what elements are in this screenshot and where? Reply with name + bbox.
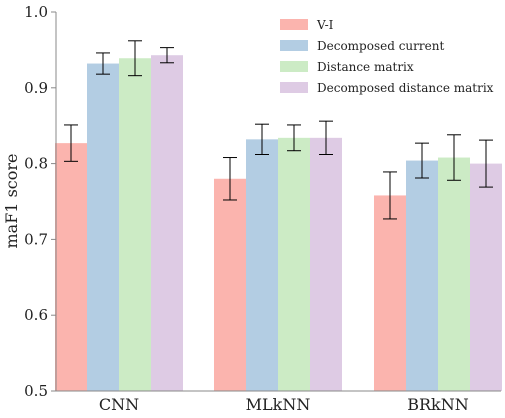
x-labels-layer: CNN MLkNN BRkNN	[99, 395, 469, 414]
bar-2-4	[310, 137, 342, 391]
bar-2-3	[278, 137, 310, 391]
errorbar-3-4	[479, 139, 493, 188]
errorbar-2-1	[223, 157, 237, 201]
errorbar-3-1	[383, 171, 397, 220]
errorbars-layer	[64, 40, 493, 220]
legend-swatch-2	[280, 40, 308, 51]
y-tick-label-5: 0.9	[24, 79, 48, 97]
legend-swatch-4	[280, 82, 308, 93]
x-category-label-3: BRkNN	[407, 395, 469, 414]
legend-swatch-3	[280, 61, 308, 72]
y-tick-label-3: 0.7	[24, 230, 48, 248]
bar-3-3	[438, 157, 470, 391]
y-tick-label-2: 0.6	[24, 306, 48, 324]
y-tick-label-6: 1.0	[24, 3, 48, 21]
y-tick-label-1: 0.5	[24, 382, 48, 400]
errorbar-2-4	[319, 120, 333, 156]
bar-2-2	[246, 139, 278, 391]
legend-label-2: Decomposed current	[317, 39, 444, 53]
legend: V-I Decomposed current Distance matrix Deco…	[280, 18, 494, 95]
legend-label-1: V-I	[316, 18, 334, 32]
legend-swatch-1	[280, 19, 308, 30]
x-category-label-1: CNN	[99, 395, 139, 414]
x-category-label-2: MLkNN	[246, 395, 311, 414]
errorbar-1-3	[128, 40, 142, 77]
errorbar-1-1	[64, 124, 78, 162]
y-ticks-layer: 0.5 0.6 0.7 0.8 0.9 1.0	[24, 3, 56, 400]
bars-layer	[55, 55, 502, 392]
bar-1-2	[87, 63, 119, 391]
errorbar-1-2	[96, 52, 110, 75]
errorbar-2-2	[255, 123, 269, 156]
legend-label-4: Decomposed distance matrix	[317, 81, 494, 95]
bar-3-1	[374, 195, 406, 391]
bar-1-4	[151, 55, 183, 392]
bar-2-1	[214, 178, 246, 391]
bar-3-2	[406, 160, 438, 391]
bar-1-1	[55, 143, 87, 391]
axes-layer	[55, 12, 501, 392]
errorbar-2-3	[287, 124, 301, 152]
y-axis-title: maF1 score	[2, 154, 21, 249]
errorbar-3-2	[415, 142, 429, 179]
bar-1-3	[119, 58, 151, 391]
y-tick-label-4: 0.8	[24, 155, 48, 173]
legend-label-3: Distance matrix	[317, 60, 414, 74]
bar-3-4	[470, 163, 502, 391]
errorbar-1-4	[160, 47, 174, 64]
errorbar-3-3	[447, 134, 461, 181]
